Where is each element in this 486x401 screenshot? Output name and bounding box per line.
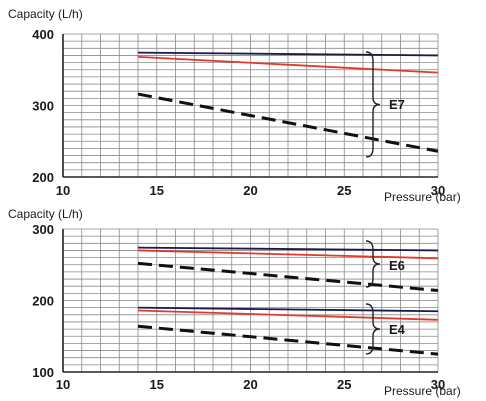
- x-tick-label: 20: [243, 183, 257, 198]
- x-tick-label: 10: [56, 377, 70, 392]
- dashed-series-line: [137, 92, 439, 153]
- x-tick-label: 25: [337, 377, 351, 392]
- group-label: E4: [389, 322, 406, 337]
- solid-series-line: [137, 306, 439, 313]
- y-axis-label: Capacity (L/h): [8, 7, 83, 21]
- solid-series-line: [137, 249, 439, 260]
- group-brace: [365, 240, 381, 288]
- grid: [62, 228, 439, 373]
- x-tick-label: 20: [243, 377, 257, 392]
- y-tick-label: 200: [32, 170, 54, 185]
- group-label: E7: [389, 97, 405, 112]
- chart-e7-panel: 10 15 20 25 30 200 300 400 Capacity (L/h) Pressur…: [8, 7, 461, 204]
- x-tick-label: 15: [150, 183, 164, 198]
- y-tick-label: 400: [32, 27, 54, 42]
- solid-series-line: [137, 51, 439, 57]
- series-group-e7: E7: [137, 51, 439, 158]
- dashed-series-line: [137, 261, 439, 292]
- x-axis-label: Pressure (bar): [384, 384, 461, 398]
- group-brace: [365, 303, 381, 355]
- dashed-series-line: [137, 324, 439, 356]
- solid-series-line: [137, 246, 439, 252]
- series-group-e4: E4: [137, 303, 439, 356]
- series-group-e6: E6: [137, 240, 439, 292]
- y-tick-label: 300: [32, 222, 54, 237]
- x-tick-label: 25: [337, 183, 351, 198]
- group-brace: [365, 51, 381, 158]
- x-tick-label: 10: [56, 183, 70, 198]
- x-tick-label: 15: [150, 377, 164, 392]
- x-tick-label: 30: [431, 377, 445, 392]
- y-tick-label: 100: [32, 365, 54, 380]
- y-tick-label: 300: [32, 99, 54, 114]
- solid-series-line: [137, 55, 439, 74]
- y-axis-label: Capacity (L/h): [8, 207, 83, 221]
- solid-series-line: [137, 309, 439, 321]
- x-axis-label: Pressure (bar): [384, 190, 461, 204]
- y-tick-label: 200: [32, 294, 54, 309]
- group-label: E6: [389, 258, 405, 273]
- x-tick-label: 30: [431, 183, 445, 198]
